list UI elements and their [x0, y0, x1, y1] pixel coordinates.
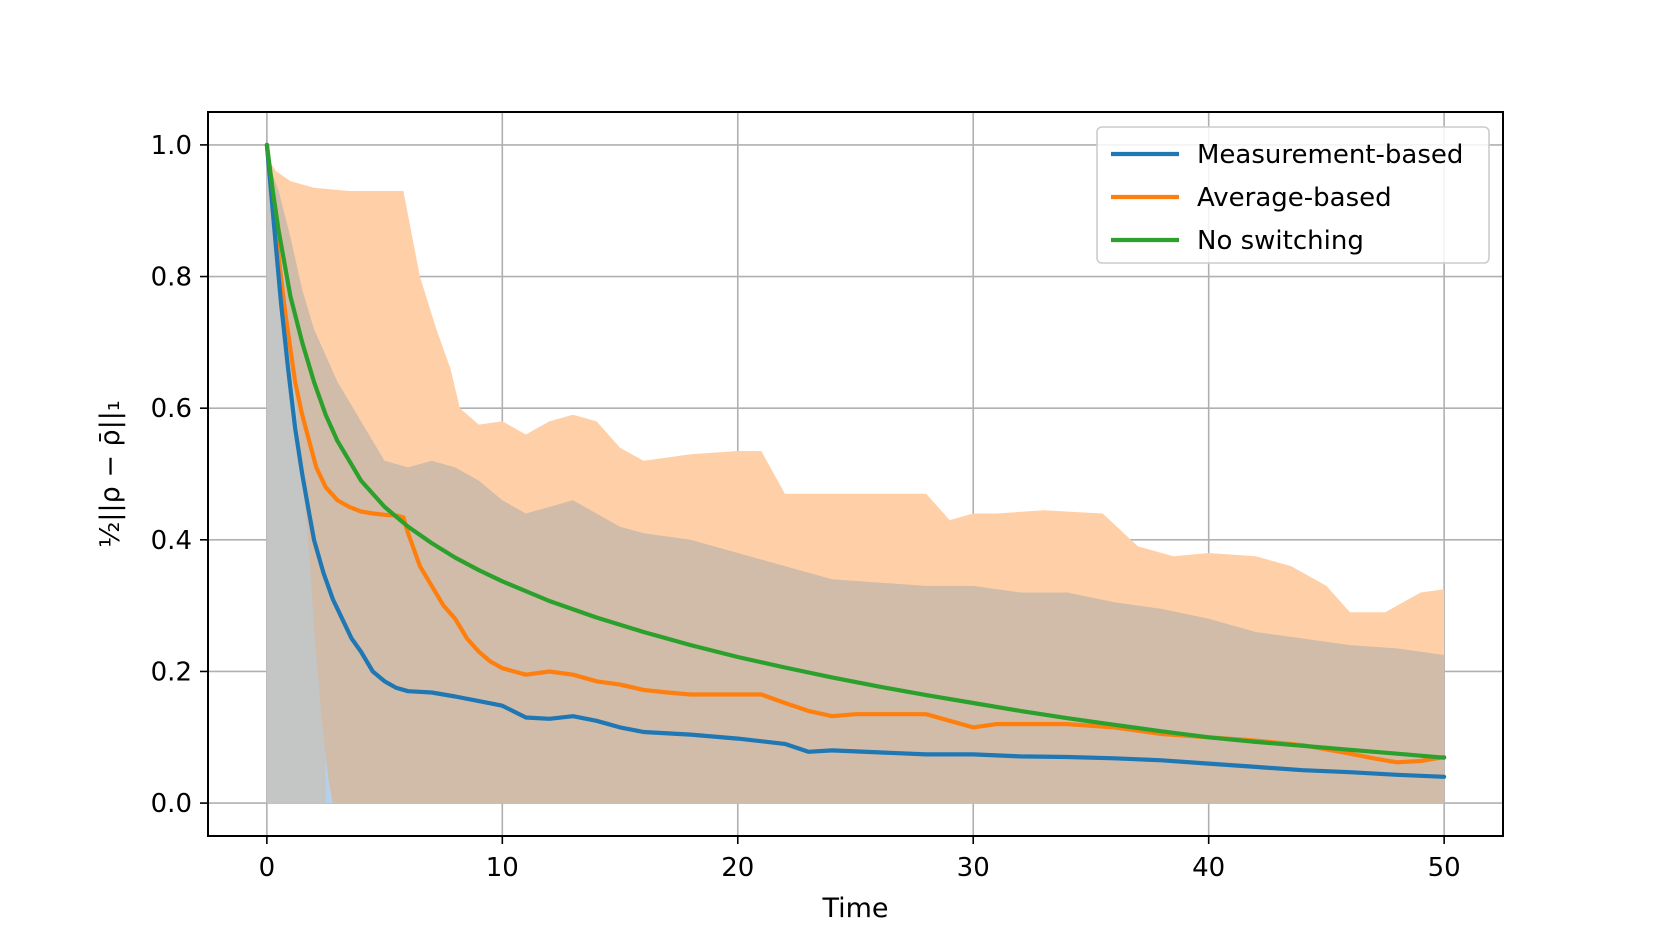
- axes-frame: [207, 111, 1504, 837]
- y-axis-label: ½||ρ − ρ̄||₁: [95, 400, 126, 547]
- x-tick-label: 10: [486, 853, 519, 883]
- y-tick-label: 0.0: [151, 789, 192, 819]
- series-line-average-based: [264, 142, 1447, 765]
- series-line-no-switching: [264, 142, 1447, 760]
- legend-box: [1096, 126, 1490, 264]
- series-line-measurement-based: [264, 142, 1447, 779]
- y-tick-label: 0.2: [151, 657, 192, 687]
- x-axis-label: Time: [821, 893, 888, 924]
- legend: Measurement-based Average-based No switchi…: [1096, 126, 1490, 264]
- y-tick-label: 1.0: [151, 131, 192, 161]
- y-tick-label: 0.4: [151, 526, 192, 556]
- x-tick-label: 0: [259, 853, 276, 883]
- x-tick-label: 30: [957, 853, 990, 883]
- axis-ticks: 0 10 20 30 40 50 0.0 0.2 0.4 0.6 0.8 1.0: [151, 131, 1461, 883]
- x-tick-label: 20: [721, 853, 754, 883]
- band-overlap: [266, 158, 1445, 804]
- x-tick-label: 50: [1428, 853, 1461, 883]
- legend-label: No switching: [1197, 226, 1364, 256]
- legend-label: Average-based: [1197, 183, 1392, 213]
- x-tick-label: 40: [1192, 853, 1225, 883]
- legend-label: Measurement-based: [1197, 140, 1463, 170]
- series-lines: [264, 142, 1447, 779]
- y-tick-label: 0.8: [151, 263, 192, 293]
- y-tick-label: 0.6: [151, 394, 192, 424]
